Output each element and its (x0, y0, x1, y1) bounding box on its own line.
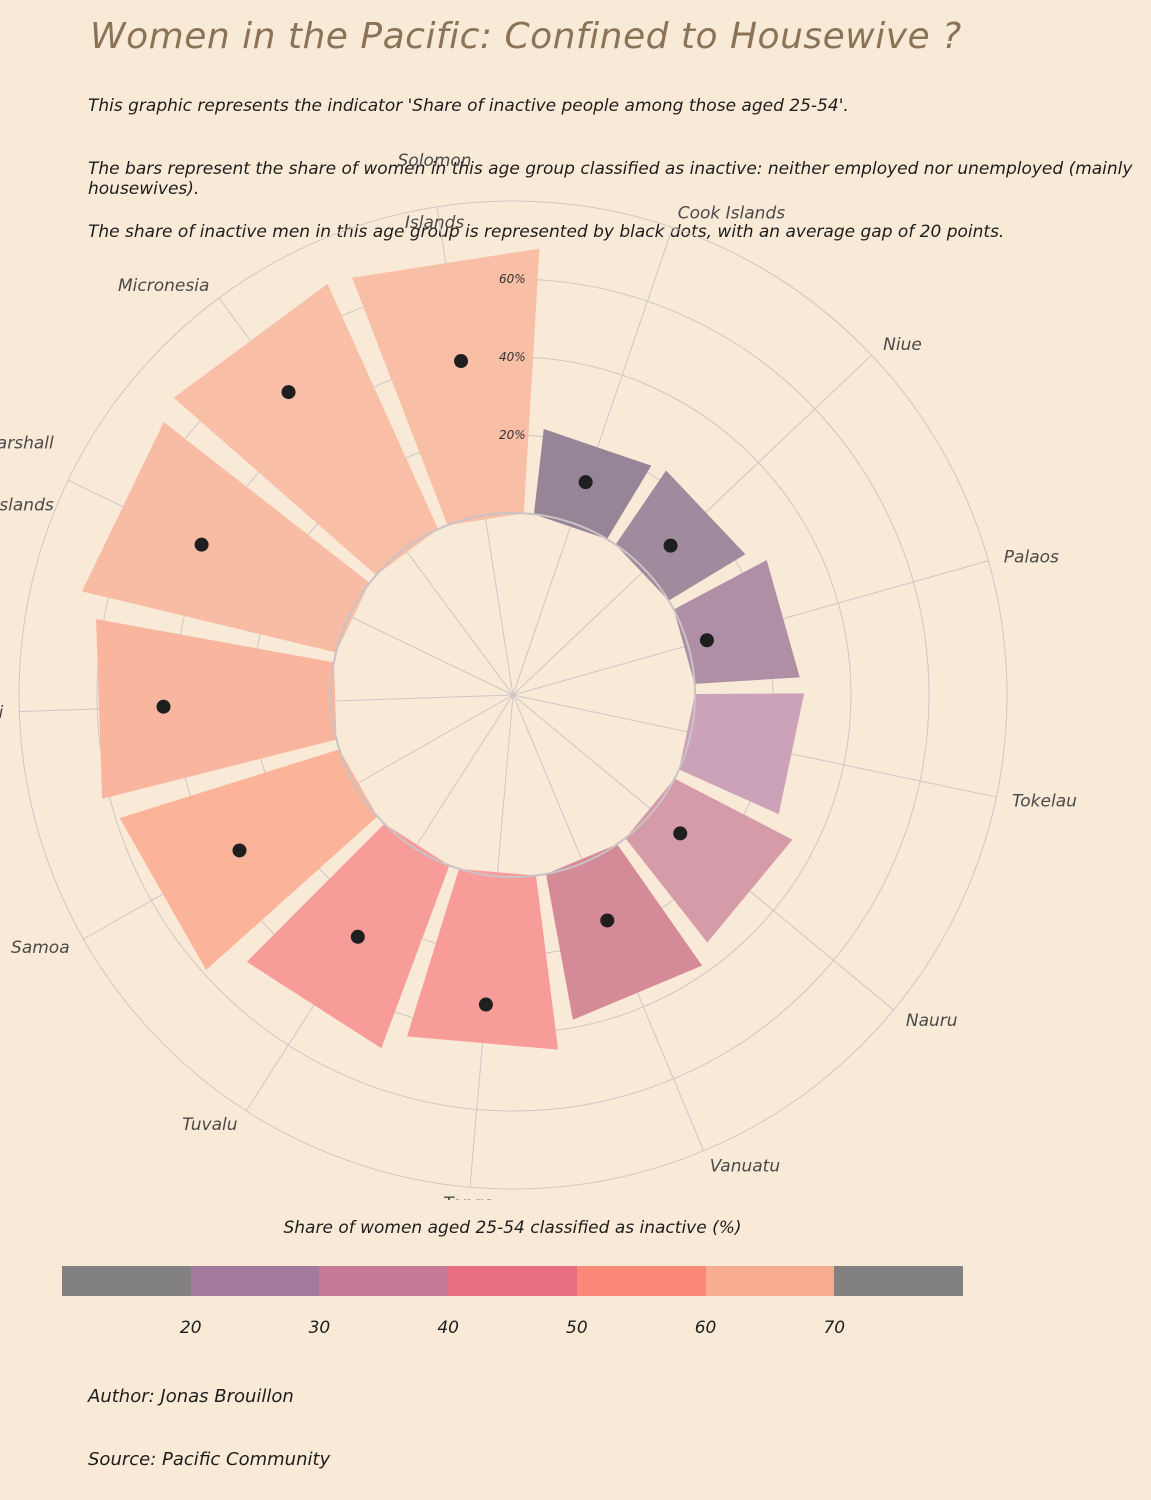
page-title: Women in the Pacific: Confined to Housew… (90, 16, 962, 57)
bar-tuvalu (246, 823, 450, 1049)
bars-layer (81, 248, 805, 1050)
label-tokelau: Tokelau (1012, 791, 1077, 811)
legend-color-bar (62, 1266, 964, 1296)
radial-tick-label: 20% (499, 428, 526, 442)
bar-niue (615, 470, 746, 601)
legend-tick-label: 50 (566, 1318, 588, 1338)
bar-micronesia (173, 283, 439, 576)
dot-samoa (232, 843, 247, 858)
label-tuvalu: Tuvalu (182, 1115, 238, 1135)
legend-segment (834, 1266, 964, 1296)
legend-tick-label: 30 (308, 1318, 331, 1338)
dot-solomon-islands (454, 354, 469, 369)
inner-ring (330, 512, 696, 878)
bar-marshall-islands (81, 421, 370, 653)
label-kiribati: Kiribati (0, 703, 4, 723)
dot-niue (663, 538, 678, 553)
label-palaos: Palaos (1004, 547, 1059, 567)
dot-tonga (478, 997, 493, 1012)
label-samoa: Samoa (11, 938, 70, 958)
dot-kiribati (156, 699, 171, 714)
author-text: Author: Jonas Brouillon (88, 1386, 294, 1407)
tick-labels: 20% 40% 60% (499, 272, 526, 442)
legend-tick-label: 70 (823, 1318, 846, 1338)
dot-marshall-islands (194, 537, 209, 552)
dot-tuvalu (350, 929, 365, 944)
bar-palaos (673, 560, 800, 684)
label-solomon-islands: Solomon Islands (398, 151, 472, 233)
legend-tick-label: 60 (694, 1318, 717, 1338)
legend-segment (705, 1266, 835, 1296)
bar-tokelau (679, 693, 805, 815)
label-vanuatu: Vanuatu (710, 1157, 781, 1177)
legend-segment (319, 1266, 449, 1296)
bar-nauru (625, 778, 793, 943)
legend-ticks: 20 30 40 50 60 70 (0, 1318, 1151, 1342)
label-cook-islands: Cook Islands (678, 203, 785, 223)
legend-segment (576, 1266, 706, 1296)
source-text: Source: Pacific Community (88, 1449, 331, 1470)
radial-tick-label: 60% (499, 272, 526, 286)
legend-title: Share of women aged 25-54 classified as … (283, 1218, 742, 1238)
dots-layer (156, 354, 714, 1012)
legend-segment (448, 1266, 577, 1296)
category-labels: Cook Islands Niue Palaos Tokelau Nauru Vanuat… (0, 151, 1077, 1200)
bar-vanuatu (545, 844, 703, 1020)
bar-cook-islands (533, 428, 652, 540)
legend-segment (62, 1266, 191, 1296)
dot-nauru (673, 826, 688, 841)
dot-vanuatu (600, 913, 615, 928)
bar-solomon-islands (352, 248, 540, 526)
legend-tick-label: 40 (437, 1318, 459, 1338)
label-micronesia: Micronesia (118, 276, 209, 296)
description-line-2: The bars represent the share of women in… (88, 159, 1133, 199)
bar-samoa (119, 749, 378, 971)
label-marshall-islands: MarshallIslands (0, 433, 54, 515)
circular-bar-chart: 20% 40% 60% Cook Islands Niue Palaos Tokelau N… (0, 151, 1077, 1200)
grid-circle (18, 200, 1008, 1190)
bar-kiribati (96, 619, 337, 799)
label-niue: Niue (883, 335, 922, 355)
label-tonga: Tonga (443, 1194, 494, 1200)
bar-tonga (407, 868, 559, 1050)
dot-palaos (699, 633, 714, 648)
description-line-1: This graphic represents the indicator 'S… (88, 96, 849, 116)
dot-cook-islands (578, 475, 593, 490)
description-line-3: The share of inactive men in this age gr… (88, 222, 1005, 242)
dot-micronesia (281, 385, 296, 400)
legend-tick-label: 20 (179, 1318, 202, 1338)
label-nauru: Nauru (906, 1011, 958, 1031)
legend-segment (190, 1266, 320, 1296)
radial-tick-label: 40% (499, 350, 526, 364)
